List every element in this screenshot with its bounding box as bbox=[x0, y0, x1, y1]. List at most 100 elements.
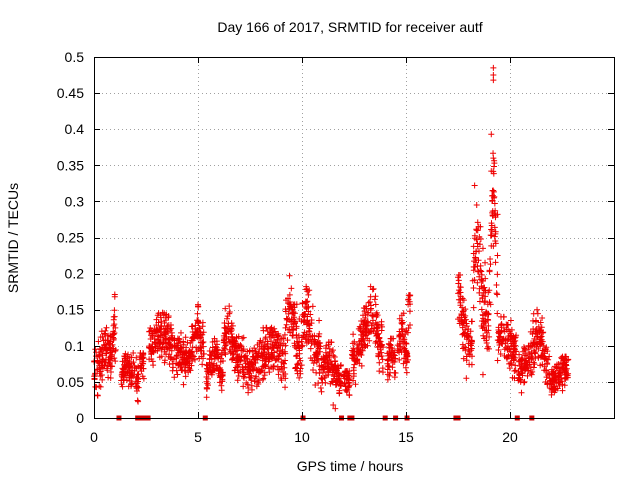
y-tick-label: 0.25 bbox=[57, 230, 84, 246]
data-point bbox=[471, 235, 478, 242]
data-point bbox=[288, 318, 295, 325]
data-point bbox=[506, 365, 513, 372]
data-point bbox=[490, 187, 497, 194]
data-point bbox=[283, 321, 290, 328]
data-point bbox=[403, 340, 410, 347]
data-point bbox=[153, 316, 160, 323]
data-point bbox=[273, 356, 280, 363]
data-point bbox=[518, 389, 525, 396]
data-point bbox=[300, 311, 307, 318]
data-point bbox=[470, 243, 477, 250]
data-point bbox=[278, 358, 285, 365]
data-point bbox=[482, 318, 489, 325]
data-point bbox=[224, 313, 231, 320]
data-point bbox=[182, 373, 189, 380]
data-point bbox=[385, 340, 392, 347]
data-point bbox=[247, 368, 254, 375]
data-point bbox=[158, 322, 165, 329]
data-point bbox=[317, 385, 324, 392]
data-point bbox=[128, 383, 135, 390]
data-point bbox=[478, 306, 485, 313]
data-point bbox=[396, 356, 403, 363]
data-point bbox=[488, 168, 495, 175]
data-point bbox=[480, 312, 487, 319]
data-point bbox=[532, 328, 539, 335]
data-point bbox=[537, 362, 544, 369]
data-point bbox=[400, 336, 407, 343]
data-point bbox=[257, 368, 264, 375]
data-point bbox=[299, 300, 306, 307]
data-point bbox=[181, 349, 188, 356]
data-point bbox=[175, 336, 182, 343]
data-point bbox=[268, 344, 275, 351]
data-point bbox=[134, 371, 141, 378]
data-point bbox=[491, 200, 498, 207]
data-point bbox=[333, 369, 340, 376]
data-point bbox=[478, 268, 485, 275]
data-point bbox=[277, 375, 284, 382]
data-point bbox=[521, 378, 528, 385]
data-point bbox=[294, 338, 301, 345]
data-point bbox=[107, 368, 114, 375]
data-point bbox=[330, 373, 337, 380]
data-point bbox=[511, 368, 518, 375]
data-point bbox=[308, 317, 315, 324]
data-point bbox=[185, 353, 192, 360]
y-tick-label: 0 bbox=[76, 410, 84, 426]
data-point bbox=[101, 362, 108, 369]
data-point bbox=[370, 317, 377, 324]
data-point bbox=[528, 340, 535, 347]
data-point bbox=[101, 342, 108, 349]
data-point bbox=[467, 340, 474, 347]
data-point bbox=[120, 377, 127, 384]
data-point bbox=[198, 345, 205, 352]
data-point bbox=[473, 227, 480, 234]
data-point bbox=[466, 361, 473, 368]
data-point bbox=[479, 245, 486, 252]
data-point bbox=[98, 328, 105, 335]
data-point bbox=[210, 348, 217, 355]
data-point bbox=[265, 350, 272, 357]
data-point bbox=[272, 328, 279, 335]
data-point bbox=[227, 350, 234, 357]
data-point bbox=[318, 388, 325, 395]
data-point bbox=[328, 339, 335, 346]
data-point bbox=[228, 337, 235, 344]
data-point bbox=[282, 342, 289, 349]
data-point bbox=[222, 324, 229, 331]
data-point bbox=[128, 369, 135, 376]
data-point bbox=[165, 314, 172, 321]
data-point bbox=[291, 314, 298, 321]
data-point bbox=[283, 297, 290, 304]
data-point bbox=[491, 157, 498, 164]
data-point bbox=[279, 346, 286, 353]
data-point bbox=[321, 374, 328, 381]
data-point bbox=[365, 319, 372, 326]
data-point bbox=[391, 358, 398, 365]
x-tick-label: 10 bbox=[294, 429, 310, 445]
data-point bbox=[485, 311, 492, 318]
x-tick-labels: 0 5 10 15 20 bbox=[90, 429, 518, 445]
data-point bbox=[498, 322, 505, 329]
data-point bbox=[209, 349, 216, 356]
data-point bbox=[478, 277, 485, 284]
data-point bbox=[489, 192, 496, 199]
data-point bbox=[480, 332, 487, 339]
data-point bbox=[465, 326, 472, 333]
data-point bbox=[96, 383, 103, 390]
data-point bbox=[125, 360, 132, 367]
data-point bbox=[305, 291, 312, 298]
data-point bbox=[310, 360, 317, 367]
data-point bbox=[157, 314, 164, 321]
data-point bbox=[359, 336, 366, 343]
data-point bbox=[535, 323, 542, 330]
data-point bbox=[346, 392, 353, 399]
data-point bbox=[469, 318, 476, 325]
data-point bbox=[475, 223, 482, 230]
data-point bbox=[531, 361, 538, 368]
data-point bbox=[360, 305, 367, 312]
data-point bbox=[474, 279, 481, 286]
data-point bbox=[96, 351, 103, 358]
data-point bbox=[351, 361, 358, 368]
data-point bbox=[293, 325, 300, 332]
